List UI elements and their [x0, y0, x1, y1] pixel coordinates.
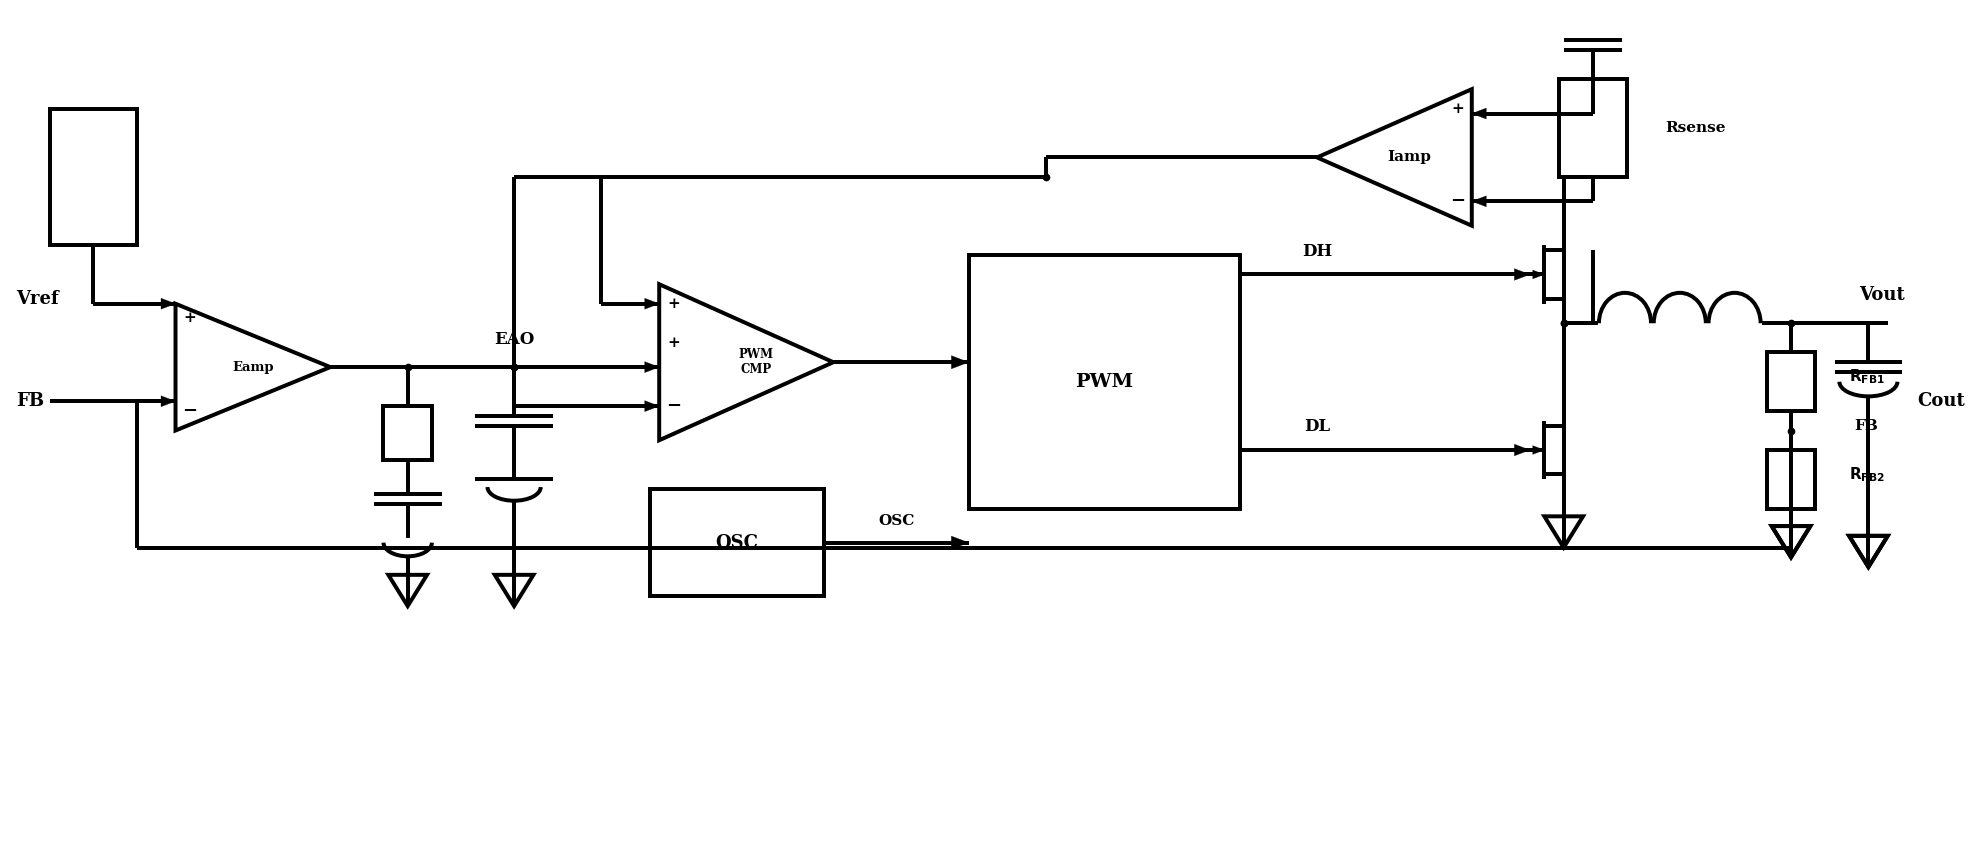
Text: OSC: OSC: [715, 534, 758, 552]
Polygon shape: [644, 298, 660, 309]
Text: PWM: PWM: [1076, 373, 1133, 391]
Bar: [384, 406, 431, 460]
Text: FB: FB: [16, 393, 43, 410]
Bar: [1767, 352, 1814, 411]
Text: FB: FB: [1854, 418, 1877, 432]
Text: DH: DH: [1302, 243, 1332, 260]
Text: Vout: Vout: [1860, 286, 1905, 304]
Text: Iamp: Iamp: [1387, 151, 1430, 164]
Text: −: −: [1450, 192, 1466, 210]
Polygon shape: [644, 362, 660, 373]
Text: Eamp: Eamp: [232, 361, 274, 374]
Text: DL: DL: [1304, 418, 1330, 436]
Polygon shape: [1533, 446, 1544, 455]
Bar: [49, 108, 136, 245]
Polygon shape: [162, 298, 175, 309]
Bar: [1767, 450, 1814, 509]
Text: +: +: [1452, 102, 1464, 115]
Polygon shape: [1515, 444, 1531, 455]
Polygon shape: [952, 536, 969, 549]
Text: +: +: [183, 312, 197, 325]
Polygon shape: [162, 396, 175, 406]
Text: +: +: [668, 297, 680, 311]
Bar: [1558, 79, 1627, 177]
Text: +: +: [668, 336, 680, 350]
Text: Cout: Cout: [1917, 393, 1964, 410]
Text: EAO: EAO: [494, 331, 534, 348]
Text: Rsense: Rsense: [1665, 121, 1726, 135]
Text: −: −: [183, 402, 197, 420]
Text: $\mathbf{R_{FB1}}$: $\mathbf{R_{FB1}}$: [1850, 368, 1885, 387]
Polygon shape: [1515, 269, 1531, 281]
Polygon shape: [1533, 270, 1544, 279]
Polygon shape: [644, 400, 660, 412]
Polygon shape: [952, 356, 969, 369]
Bar: [969, 255, 1239, 509]
Text: Vref: Vref: [16, 290, 59, 308]
Text: PWM
CMP: PWM CMP: [739, 348, 774, 376]
Polygon shape: [1472, 195, 1485, 207]
Text: −: −: [666, 397, 682, 415]
Text: OSC: OSC: [879, 514, 914, 528]
Bar: [650, 489, 823, 597]
Polygon shape: [1472, 108, 1485, 119]
Text: $\mathbf{R_{FB2}}$: $\mathbf{R_{FB2}}$: [1850, 465, 1885, 484]
